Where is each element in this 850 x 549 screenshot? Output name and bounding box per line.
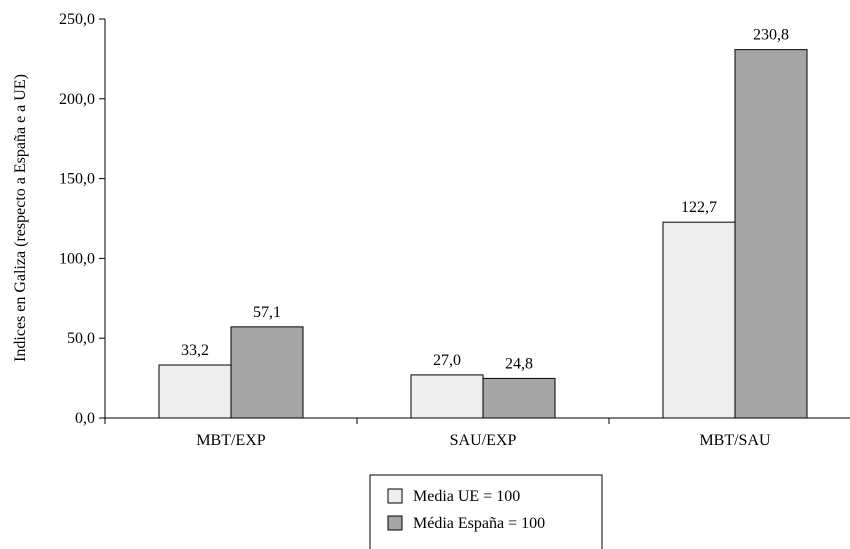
data-label: 27,0 <box>433 352 461 369</box>
bar <box>230 326 304 419</box>
data-label: 230,8 <box>753 27 789 44</box>
y-tick-label: 250,0 <box>59 11 95 28</box>
bar <box>158 364 232 419</box>
y-tick-label: 150,0 <box>59 171 95 188</box>
bar <box>734 49 808 419</box>
bar <box>482 377 556 419</box>
y-tick-label: 200,0 <box>59 91 95 108</box>
legend-box <box>369 474 603 549</box>
y-tick-label: 100,0 <box>59 250 95 267</box>
data-label: 57,1 <box>253 304 281 321</box>
x-tick-label: MBT/SAU <box>699 432 771 449</box>
legend-swatch <box>387 515 403 531</box>
data-label: 122,7 <box>681 199 717 216</box>
x-tick-label: MBT/EXP <box>196 432 265 449</box>
legend-label: Media UE = 100 <box>413 488 520 505</box>
bar <box>410 374 484 419</box>
legend: Media UE = 100 Média España = 100 <box>369 474 603 549</box>
data-label: 33,2 <box>181 342 209 359</box>
legend-swatch <box>387 488 403 504</box>
x-tick-label: SAU/EXP <box>450 432 517 449</box>
plot-area: 0,0 50,0 100,0 150,0 200,0 250,0 MBT/EXP 33,2 57… <box>12 11 850 449</box>
y-axis-label: Indices en Galiza (respecto a España e a… <box>12 74 29 362</box>
y-tick-label: 50,0 <box>67 330 95 347</box>
legend-label: Média España = 100 <box>413 515 545 532</box>
data-label: 24,8 <box>505 355 533 372</box>
bar <box>662 221 736 419</box>
y-tick-label: 0,0 <box>75 410 95 427</box>
